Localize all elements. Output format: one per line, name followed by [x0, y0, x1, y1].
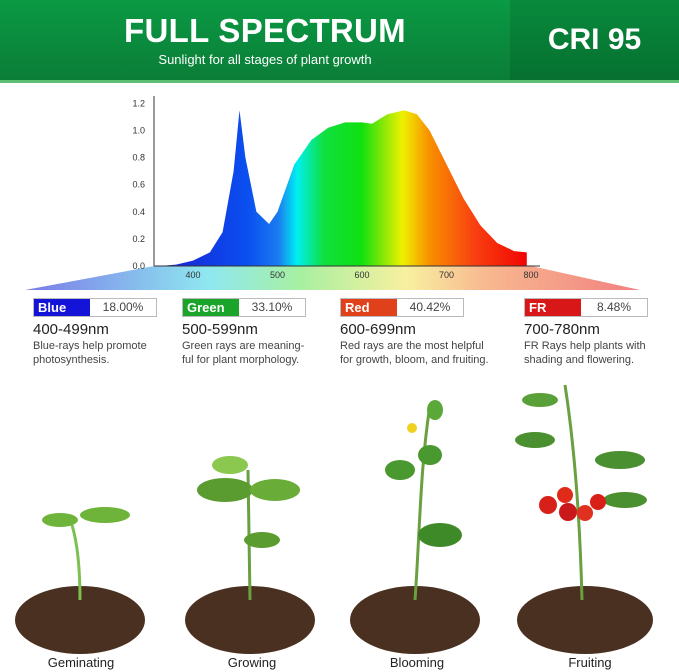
page-title: FULL SPECTRUM [124, 12, 406, 49]
y-tick-label: 0.4 [132, 207, 145, 217]
plant-blooming [350, 400, 480, 654]
plant-geminating [15, 507, 145, 654]
band-name: Green [183, 299, 239, 316]
band-range: 700-780nm [524, 321, 600, 338]
band-percent: 18.00% [102, 300, 144, 314]
band-card-red: Red 40.42% 600-699nm Red rays are the mo… [340, 298, 500, 367]
y-tick-label: 0.2 [132, 234, 145, 244]
band-desc-line: FR Rays help plants with [524, 340, 646, 352]
band-name: Blue [34, 299, 90, 316]
x-tick-label: 400 [185, 270, 200, 280]
y-tick-label: 0.8 [132, 153, 145, 163]
band-range: 500-599nm [182, 321, 258, 338]
band-description: FR Rays help plants with shading and flow… [524, 339, 679, 367]
band-name: FR [525, 299, 581, 316]
x-tick-label: 600 [354, 270, 369, 280]
plant-fruiting [515, 384, 653, 654]
band-description: Blue-rays help promote photosynthesis. [33, 339, 193, 367]
band-desc-line: Red rays are the most helpful [340, 340, 484, 352]
band-desc-line: for growth, bloom, and fruiting. [340, 354, 489, 366]
band-desc-line: shading and flowering. [524, 354, 635, 366]
cri-badge: CRI 95 [510, 0, 679, 80]
band-percent: 40.42% [409, 300, 451, 314]
stage-label-blooming: Blooming [389, 655, 445, 670]
stage-label-growing: Growing [227, 655, 277, 670]
plant-growing [185, 456, 315, 654]
stage-label-fruiting: Fruiting [568, 655, 612, 670]
band-card-fr: FR 8.48% 700-780nm FR Rays help plants w… [524, 298, 679, 367]
band-badge: FR 8.48% [524, 298, 648, 317]
y-tick-label: 0.6 [132, 180, 145, 190]
band-desc-line: ful for plant morphology. [182, 354, 300, 366]
divider [0, 80, 679, 83]
y-tick-label: 0.0 [132, 261, 145, 271]
x-tick-label: 500 [270, 270, 285, 280]
spectrum-band [25, 266, 640, 290]
band-desc-line: Blue-rays help promote [33, 340, 147, 352]
band-percent: 33.10% [251, 300, 293, 314]
band-badge: Red 40.42% [340, 298, 464, 317]
band-percent: 8.48% [596, 300, 632, 314]
band-range: 600-699nm [340, 321, 416, 338]
band-name: Red [341, 299, 397, 316]
band-description: Red rays are the most helpful for growth,… [340, 339, 500, 367]
page-subtitle: Sunlight for all stages of plant growth [158, 52, 372, 67]
band-card-green: Green 33.10% 500-599nm Green rays are me… [182, 298, 342, 367]
x-tick-label: 800 [523, 270, 538, 280]
y-tick-label: 1.2 [132, 98, 145, 108]
band-badge: Green 33.10% [182, 298, 306, 317]
header-banner: FULL SPECTRUM Sunlight for all stages of… [0, 0, 679, 80]
stage-label-geminating: Geminating [47, 655, 115, 670]
band-desc-line: photosynthesis. [33, 354, 110, 366]
y-tick-label: 1.0 [132, 126, 145, 136]
band-range: 400-499nm [33, 321, 109, 338]
x-tick-label: 700 [439, 270, 454, 280]
spectrum-area [159, 110, 527, 266]
band-description: Green rays are meaning-ful for plant mor… [182, 339, 342, 367]
band-badge: Blue 18.00% [33, 298, 157, 317]
band-desc-line: Green rays are meaning- [182, 340, 305, 352]
band-card-blue: Blue 18.00% 400-499nm Blue-rays help pro… [33, 298, 193, 367]
